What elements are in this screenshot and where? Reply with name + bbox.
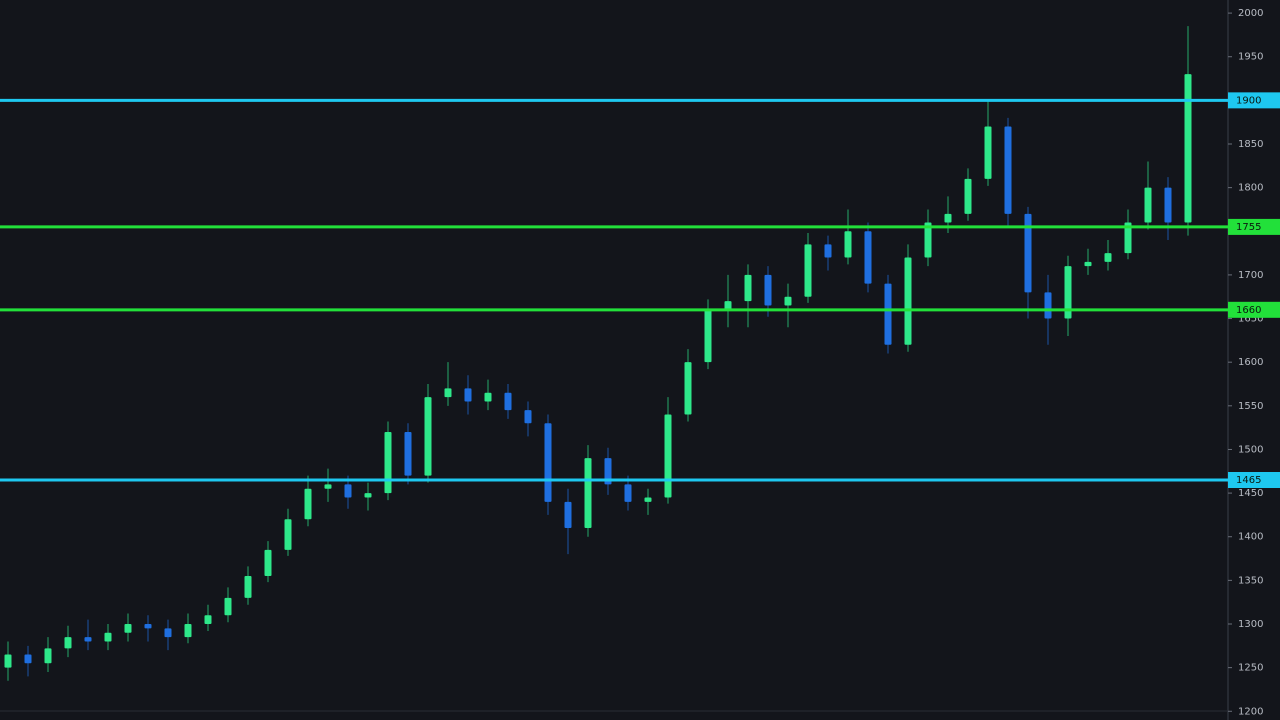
candle-body — [944, 213, 952, 223]
candle-body — [864, 231, 872, 284]
candle-body — [924, 222, 932, 258]
price-level-label: 1900 — [1236, 95, 1261, 106]
candle-body — [1164, 187, 1172, 223]
candle-body — [164, 628, 172, 638]
candle-body — [1104, 253, 1112, 262]
candle-body — [644, 497, 652, 502]
candle-body — [684, 362, 692, 415]
y-tick-label: 1650 — [1238, 314, 1263, 325]
y-tick-label: 1300 — [1238, 619, 1263, 630]
y-tick-label: 1450 — [1238, 488, 1263, 499]
candle-body — [664, 414, 672, 498]
candle-body — [824, 244, 832, 258]
price-level-label: 1660 — [1236, 305, 1261, 316]
candle-body — [64, 637, 72, 649]
candle-body — [844, 231, 852, 258]
candle-body — [584, 458, 592, 528]
y-tick-label: 1850 — [1238, 139, 1263, 150]
candle-body — [1144, 187, 1152, 223]
candle-body — [384, 432, 392, 494]
y-tick-label: 1400 — [1238, 532, 1263, 543]
candle-body — [544, 423, 552, 502]
candle-body — [984, 126, 992, 179]
candle-body — [224, 597, 232, 616]
candle-body — [324, 484, 332, 489]
candle-body — [1064, 266, 1072, 319]
candle-body — [104, 632, 112, 642]
y-tick-label: 2000 — [1238, 8, 1263, 19]
candle-body — [484, 392, 492, 402]
candle-body — [364, 493, 372, 498]
candle-body — [284, 519, 292, 550]
candle-body — [244, 576, 252, 598]
y-tick-label: 1350 — [1238, 575, 1263, 586]
price-level-label: 1755 — [1236, 222, 1261, 233]
candle-body — [44, 648, 52, 664]
candle-body — [784, 296, 792, 306]
y-tick-label: 1200 — [1238, 706, 1263, 717]
y-tick-label: 1800 — [1238, 183, 1263, 194]
candle-body — [204, 615, 212, 624]
y-tick-label: 1250 — [1238, 663, 1263, 674]
candle-body — [24, 654, 32, 664]
candle-body — [444, 388, 452, 398]
candle-body — [404, 432, 412, 476]
candle-body — [1044, 292, 1052, 319]
price-level-label: 1465 — [1236, 475, 1261, 486]
candle-body — [744, 274, 752, 302]
candle-body — [1024, 213, 1032, 293]
y-tick-label: 1550 — [1238, 401, 1263, 412]
candle-body — [84, 637, 92, 642]
candle-body — [464, 388, 472, 402]
price-level-tag — [1228, 218, 1280, 235]
candle-body — [504, 392, 512, 411]
candle-body — [704, 309, 712, 363]
candle-body — [804, 244, 812, 297]
candle-body — [184, 624, 192, 638]
candle-body — [904, 257, 912, 345]
candle-body — [4, 654, 12, 668]
y-tick-label: 1700 — [1238, 270, 1263, 281]
candle-body — [884, 283, 892, 345]
candle-body — [264, 549, 272, 576]
price-level-tag — [1228, 472, 1280, 488]
candle-body — [964, 178, 972, 214]
candle-body — [624, 484, 632, 502]
candle-body — [1184, 74, 1192, 223]
candle-body — [424, 397, 432, 476]
candle-body — [144, 624, 152, 629]
candle-body — [124, 624, 132, 633]
y-tick-label: 1500 — [1238, 444, 1263, 455]
candle-body — [764, 274, 772, 306]
candle-body — [524, 410, 532, 424]
candle-body — [604, 458, 612, 485]
candle-body — [564, 501, 572, 528]
y-tick-label: 1600 — [1238, 357, 1263, 368]
candle-body — [304, 488, 312, 520]
candle-body — [1124, 222, 1132, 254]
candle-body — [1004, 126, 1012, 214]
price-level-tag — [1228, 301, 1280, 318]
candle-body — [724, 301, 732, 310]
y-tick-label: 1950 — [1238, 52, 1263, 63]
price-level-tag — [1228, 92, 1280, 109]
candle-body — [344, 484, 352, 498]
candle-body — [1084, 261, 1092, 267]
